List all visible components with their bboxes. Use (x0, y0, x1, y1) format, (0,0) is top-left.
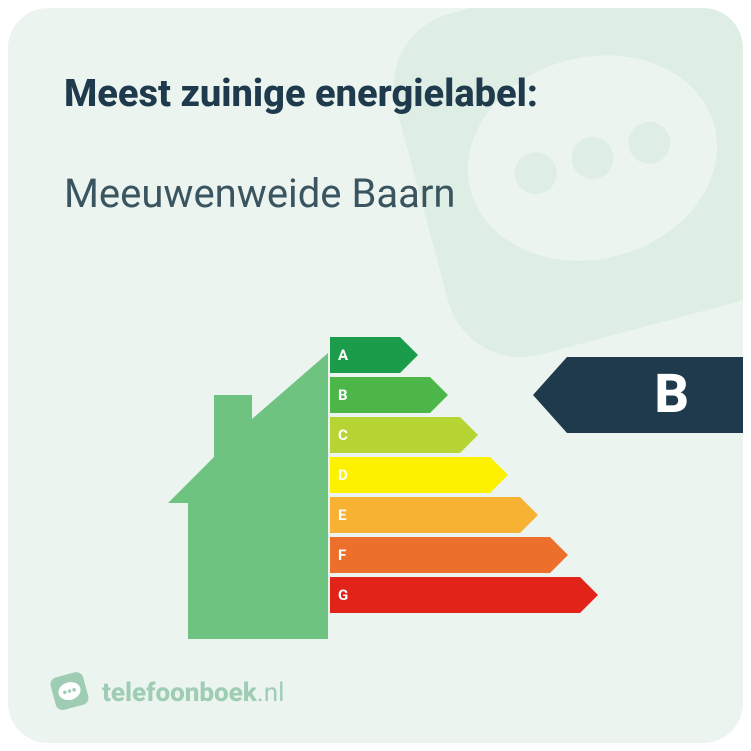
energy-bar-label: D (338, 457, 348, 493)
energy-bar-label: B (338, 377, 348, 413)
rating-letter: B (654, 357, 689, 433)
energy-bar-label: E (338, 497, 346, 533)
energy-bar-label: G (338, 577, 348, 613)
house-icon (168, 353, 328, 643)
content-area: Meest zuinige energielabel: Meeuwenweide… (8, 8, 743, 217)
card-title: Meest zuinige energielabel: (64, 72, 687, 116)
footer: telefoonboek.nl (50, 671, 284, 715)
footer-brand: telefoonboek.nl (102, 678, 284, 708)
card-subtitle: Meeuwenweide Baarn (64, 170, 687, 217)
energy-chart: ABCDEFG B (8, 323, 743, 643)
energy-bar-label: A (338, 337, 348, 373)
footer-brand-bold: telefoonboek (102, 678, 257, 708)
energy-bar-label: C (338, 417, 348, 453)
energy-bar-label: F (338, 537, 346, 573)
energy-label-card: Meest zuinige energielabel: Meeuwenweide… (8, 8, 743, 743)
footer-brand-light: .nl (257, 678, 285, 708)
rating-indicator: B (533, 357, 743, 433)
footer-logo-icon (45, 667, 95, 720)
